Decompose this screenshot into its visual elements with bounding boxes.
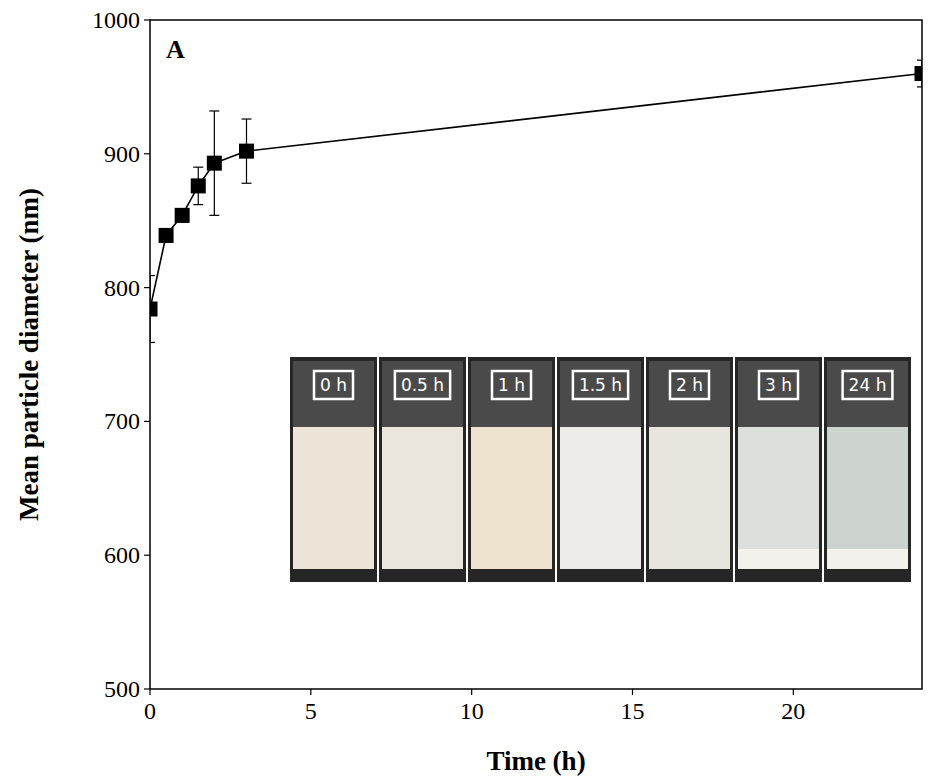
vial-photo <box>379 357 466 582</box>
vial-label-box <box>314 371 353 399</box>
error-cap <box>242 118 252 119</box>
x-tick <box>632 689 633 695</box>
y-tick-label: 800 <box>104 275 140 301</box>
error-cap <box>242 183 252 184</box>
y-tick-label: 900 <box>104 141 140 167</box>
inset-photos: 0 h 0.5 h 1 h 1.5 h 2 h 3 h 24 h <box>290 357 911 582</box>
data-point <box>175 208 190 223</box>
error-cap <box>193 204 203 205</box>
vial-glass <box>827 361 908 427</box>
vial-liquid <box>649 427 730 569</box>
vial-photo <box>824 357 911 582</box>
vial-photo <box>468 357 555 582</box>
vial-label: 0.5 h <box>401 375 444 395</box>
y-tick <box>144 688 150 689</box>
vial-glass <box>293 361 374 427</box>
vial-liquid <box>827 427 908 569</box>
x-tick-label: 0 <box>144 698 156 724</box>
plot-frame <box>150 20 922 689</box>
vial-label: 3 h <box>765 375 792 395</box>
vial-glass <box>560 361 641 427</box>
y-tick <box>144 287 150 288</box>
vial-sediment <box>738 549 819 569</box>
x-tick-label: 5 <box>305 698 317 724</box>
vial-glass <box>471 361 552 427</box>
data-point <box>150 302 158 317</box>
x-tick <box>310 689 311 695</box>
vial-label-box <box>573 371 628 399</box>
x-tick-label: 15 <box>621 698 645 724</box>
panel-letter: A <box>166 35 185 64</box>
y-tick <box>144 153 150 154</box>
x-tick-label: 20 <box>781 698 805 724</box>
vial-sediment <box>827 549 908 569</box>
vial-liquid <box>382 427 463 569</box>
vial-photo <box>646 357 733 582</box>
y-tick <box>144 19 150 20</box>
vial-label: 24 h <box>849 375 887 395</box>
data-point <box>239 144 254 159</box>
y-tick-label: 500 <box>104 676 140 702</box>
y-tick-label: 700 <box>104 408 140 434</box>
x-tick-label: 10 <box>460 698 484 724</box>
vial-glass <box>738 361 819 427</box>
vial-label-box <box>492 371 531 399</box>
vial-label-box <box>843 371 893 399</box>
data-point <box>159 228 174 243</box>
vial-label-box <box>670 371 709 399</box>
data-group <box>150 60 922 342</box>
y-tick-label: 600 <box>104 542 140 568</box>
vial-glass <box>382 361 463 427</box>
vial-photo <box>290 357 377 582</box>
data-point <box>915 66 923 81</box>
data-point <box>207 156 222 171</box>
vial-label: 0 h <box>320 375 347 395</box>
data-point <box>191 178 206 193</box>
vial-label: 1.5 h <box>579 375 622 395</box>
vial-liquid <box>471 427 552 569</box>
x-tick <box>149 689 150 695</box>
y-tick <box>144 555 150 556</box>
vial-photo <box>735 357 822 582</box>
vial-label-box <box>759 371 798 399</box>
y-tick-label: 1000 <box>92 7 140 33</box>
x-tick <box>793 689 794 695</box>
vial-label: 2 h <box>676 375 703 395</box>
y-tick <box>144 421 150 422</box>
vial-label: 1 h <box>498 375 525 395</box>
vial-photo <box>557 357 644 582</box>
error-cap <box>209 110 219 111</box>
vial-glass <box>649 361 730 427</box>
x-tick <box>471 689 472 695</box>
data-line <box>150 74 922 309</box>
error-cap <box>193 167 203 168</box>
y-axis-title: Mean particle diameter (nm) <box>14 188 44 521</box>
chart: 0 h 0.5 h 1 h 1.5 h 2 h 3 h 24 h 500 600 700 800 90… <box>0 0 946 784</box>
error-cap <box>209 215 219 216</box>
vial-liquid <box>738 427 819 569</box>
vial-liquid <box>560 427 641 569</box>
x-axis-title: Time (h) <box>486 746 585 776</box>
vial-label-box <box>395 371 450 399</box>
vial-liquid <box>293 427 374 569</box>
